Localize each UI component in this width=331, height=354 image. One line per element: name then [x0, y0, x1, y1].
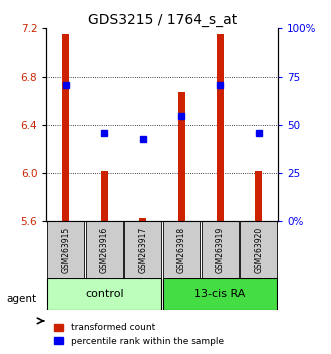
Text: GSM263920: GSM263920	[254, 227, 263, 273]
Legend: transformed count, percentile rank within the sample: transformed count, percentile rank withi…	[51, 320, 227, 349]
Text: GSM263919: GSM263919	[215, 227, 225, 273]
Text: GSM263917: GSM263917	[138, 227, 147, 273]
Bar	[47, 278, 162, 310]
Bar	[178, 92, 185, 221]
Text: control: control	[85, 289, 123, 299]
Bar	[163, 221, 200, 278]
Bar	[240, 221, 277, 278]
Bar	[62, 34, 69, 221]
Bar	[202, 221, 239, 278]
Bar	[139, 218, 146, 221]
Text: agent: agent	[7, 294, 37, 304]
Title: GDS3215 / 1764_s_at: GDS3215 / 1764_s_at	[88, 13, 237, 27]
Text: GSM263916: GSM263916	[100, 227, 109, 273]
Bar	[124, 221, 162, 278]
Text: GSM263918: GSM263918	[177, 227, 186, 273]
Bar	[163, 278, 277, 310]
Bar	[101, 171, 108, 221]
Bar	[47, 221, 84, 278]
Text: 13-cis RA: 13-cis RA	[194, 289, 246, 299]
Bar	[216, 34, 224, 221]
Bar	[255, 171, 262, 221]
Text: GSM263915: GSM263915	[61, 227, 70, 273]
Bar	[86, 221, 123, 278]
